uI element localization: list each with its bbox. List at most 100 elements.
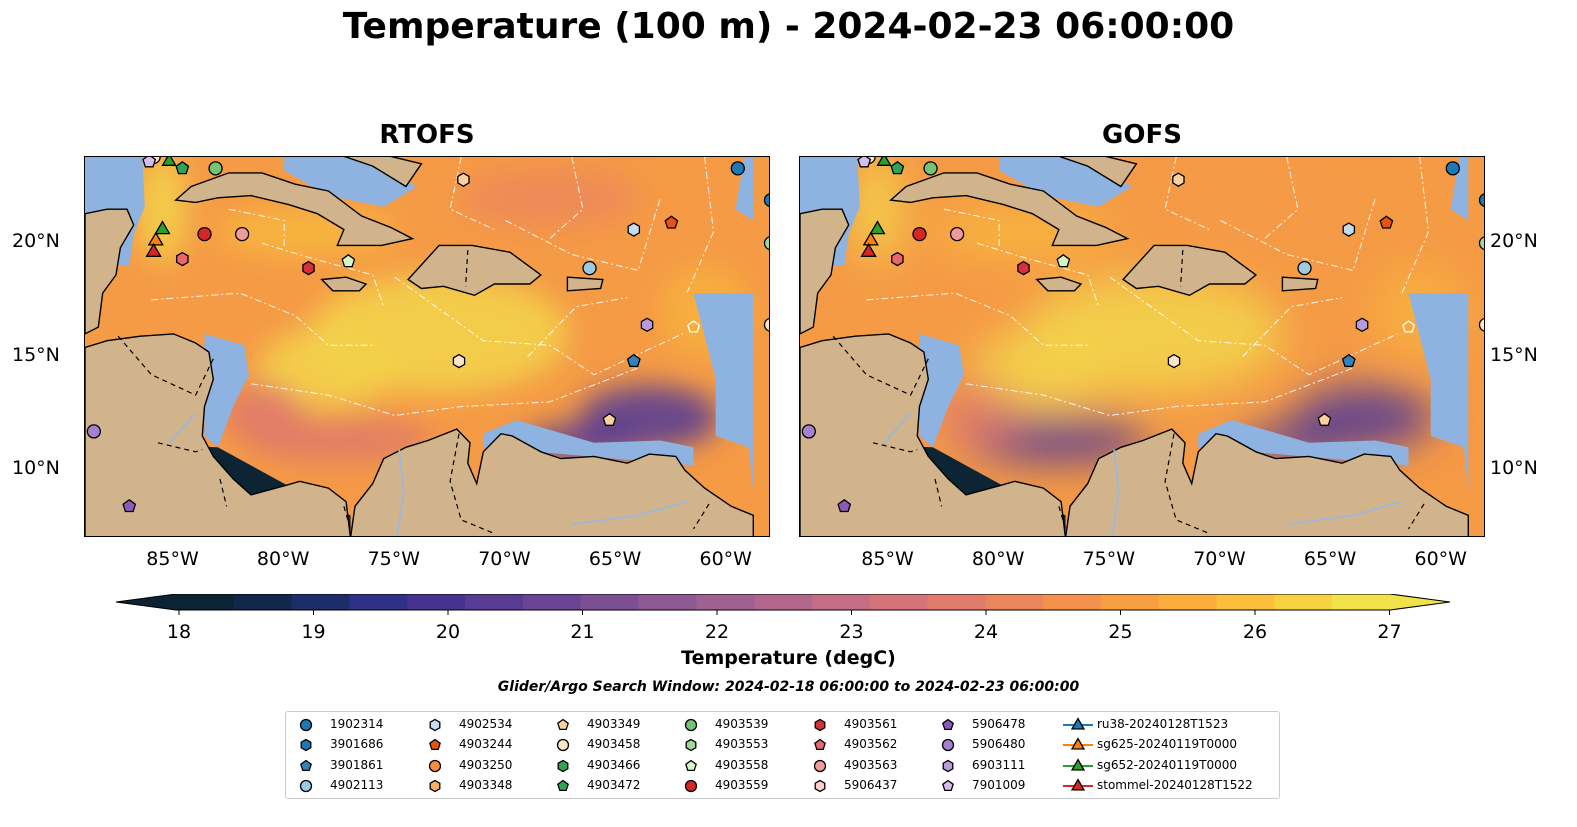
search-window-text: Glider/Argo Search Window: 2024-02-18 06… [497, 679, 1080, 695]
legend-hexagon-icon [814, 779, 826, 793]
argo-float-marker-7 [208, 161, 223, 176]
legend-hexagon-icon [942, 759, 954, 772]
country-border-0 [832, 335, 929, 396]
argo-float-marker-17 [1297, 260, 1312, 276]
colorbar-segment [176, 594, 235, 610]
argo-float-marker-1 [763, 193, 769, 207]
lat-tick-label: 10°N [1490, 456, 1538, 479]
colorbar-segment [1332, 594, 1391, 610]
argo-float-marker-11 [891, 251, 904, 267]
nw-shelf [1450, 157, 1469, 221]
argo-float-marker-23 [122, 499, 137, 513]
legend-entry-label: 4903539 [715, 717, 769, 731]
river-1 [571, 500, 688, 526]
eez-boundary-1 [250, 367, 639, 417]
argo-float-marker-15 [1342, 222, 1356, 237]
lon-tick-label: 85°W [861, 548, 914, 570]
lat-tick-label: 20°N [1490, 230, 1538, 253]
colorbar-tick-label: 25 [1108, 621, 1132, 643]
legend-circle-icon [813, 759, 827, 772]
country-border-6 [465, 249, 469, 287]
hispaniola-land [407, 244, 543, 297]
legend-entry-label: 4903250 [459, 757, 513, 772]
legend-hexagon-icon [557, 759, 569, 772]
nw-shelf [735, 157, 754, 221]
country-border-1 [157, 442, 203, 453]
legend-hexagon-icon [300, 739, 312, 752]
venezuela-shelf [1198, 420, 1409, 466]
country-border-5 [692, 503, 710, 530]
colorbar-tick-label: 22 [705, 621, 729, 643]
legend-pentagon-icon [429, 738, 441, 751]
central-america-land [800, 333, 1066, 536]
lon-tick-label: 60°W [1414, 548, 1467, 570]
river-1 [1286, 500, 1403, 526]
river-2 [168, 412, 197, 444]
lat-tick-label: 20°N [12, 230, 60, 253]
legend-entry-label: 5906480 [972, 737, 1026, 752]
argo-float-marker-14 [457, 172, 470, 187]
eez-boundary-7 [686, 157, 715, 294]
legend-entry-label: 4903561 [844, 717, 898, 731]
glider-marker-1 [147, 231, 164, 246]
legend-pentagon-icon [557, 779, 569, 791]
colorbar-tick-label: 23 [839, 621, 863, 643]
legend-glider-icon [1070, 778, 1086, 791]
lon-tick-label: 65°W [1303, 548, 1357, 570]
lon-tick-label: 80°W [971, 548, 1025, 570]
argo-float-marker-6 [175, 160, 190, 175]
argo-float-marker-10 [949, 226, 965, 242]
argo-float-marker-5 [161, 157, 177, 166]
argo-float-marker-8 [142, 157, 157, 168]
argo-float-marker-11 [176, 251, 189, 267]
legend-entry-label: 5906478 [972, 717, 1026, 731]
river-2 [883, 412, 912, 444]
figure-title: Temperature (100 m) - 2024-02-23 06:00:0… [342, 6, 1235, 47]
argo-float-marker-14 [1172, 172, 1185, 187]
colorbar-segment [638, 594, 697, 610]
argo-float-marker-0 [730, 161, 745, 176]
argo-float-marker-3 [763, 317, 769, 332]
colorbar-tick-label: 21 [570, 621, 594, 643]
argo-float-marker-18 [640, 317, 654, 333]
colorbar-segment [696, 594, 755, 610]
argo-float-marker-6 [890, 160, 905, 175]
legend-hexagon-icon [814, 718, 826, 732]
legend-circle-icon [428, 759, 442, 772]
argo-float-marker-22 [86, 424, 102, 439]
legend-circle-icon [684, 779, 698, 793]
yucatan-land [800, 208, 850, 335]
legend-pentagon-icon [942, 718, 954, 731]
lon-tick-label: 65°W [588, 548, 642, 570]
colorbar-tick-label: 24 [974, 621, 998, 643]
star-marker [687, 320, 701, 333]
eez-boundary-2 [1109, 276, 1398, 376]
eez-boundary-8 [228, 208, 285, 248]
hispaniola-land [1122, 244, 1258, 297]
colorbar: 18 19 20 21 22 23 24 25 26 27 [116, 594, 1451, 643]
yucatan-land [85, 208, 135, 335]
lat-tick-label: 15°N [12, 343, 60, 366]
eez-boundary-3 [1220, 197, 1376, 271]
country-border-0 [117, 335, 214, 396]
colorbar-label: Temperature (degC) [681, 647, 896, 669]
lat-tick-label: 15°N [1490, 343, 1538, 366]
colorbar-segment [1274, 594, 1333, 610]
eez-boundary-3 [505, 197, 661, 271]
argo-float-marker-19 [626, 353, 641, 368]
legend-pentagon-icon [942, 779, 954, 791]
legend-circle-icon [556, 739, 570, 752]
cuba-land [174, 172, 415, 247]
argo-float-marker-1 [1478, 193, 1484, 207]
glider-marker-2 [860, 242, 877, 257]
colorbar-segment [985, 594, 1044, 610]
bahamas-land [1058, 157, 1138, 188]
country-border-5 [1407, 503, 1425, 530]
puerto-rico-land [1281, 276, 1319, 292]
legend: 1902314 3901686 3901861 4902113 4902534 49032… [285, 711, 1280, 799]
glider-marker-1 [862, 231, 879, 246]
argo-float-marker-22 [801, 424, 817, 439]
legend-entry-label: 4903563 [844, 757, 898, 772]
colorbar-max-extend [1390, 594, 1450, 610]
legend-pentagon-icon [557, 718, 569, 731]
